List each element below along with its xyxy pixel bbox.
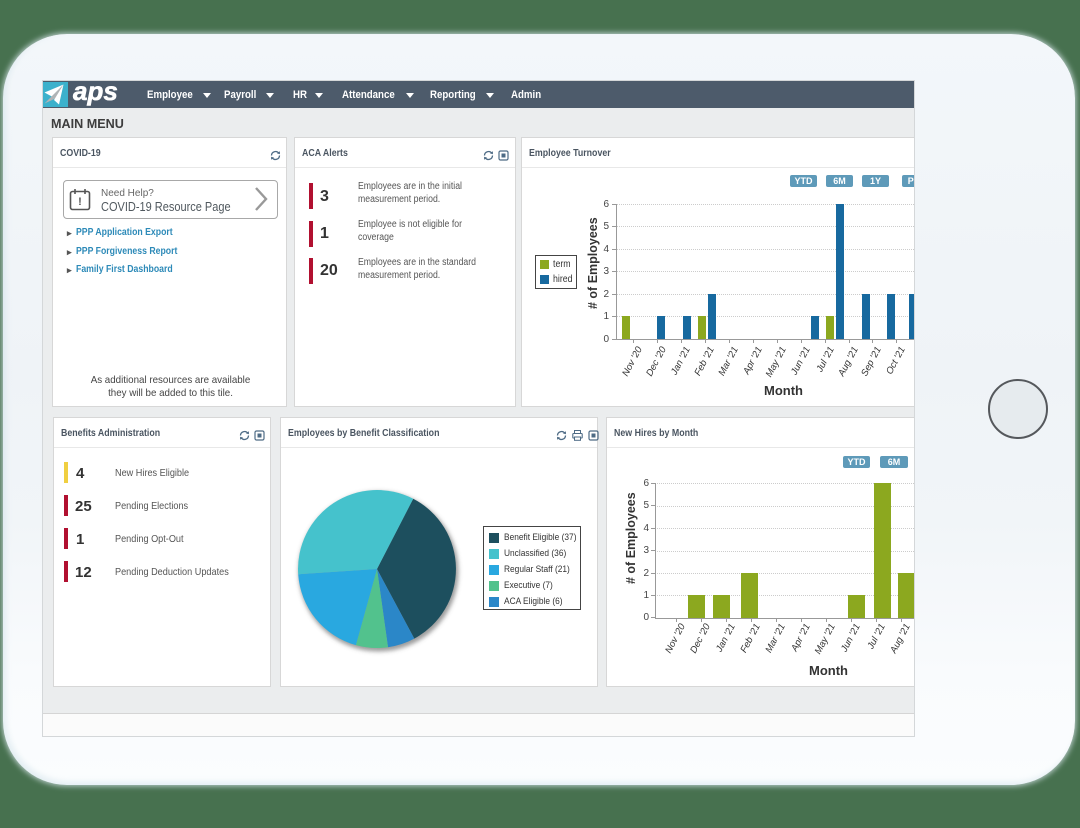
svg-text:!: ! [78, 196, 82, 208]
